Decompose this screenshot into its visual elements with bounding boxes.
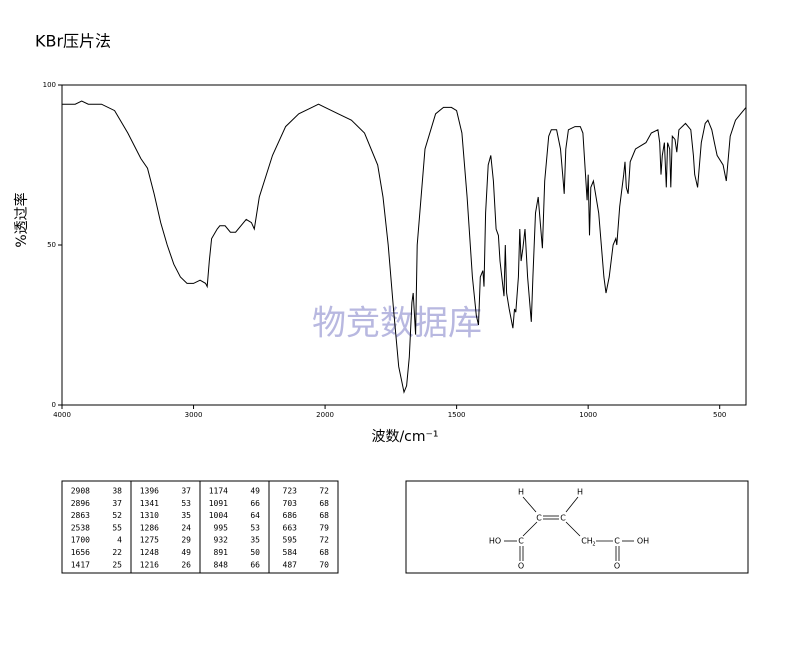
table-cell: 1310	[140, 511, 159, 520]
table-cell: 1396	[140, 487, 159, 496]
table-cell: 995	[214, 523, 229, 532]
x-tick-label: 1500	[448, 411, 466, 419]
table-cell: 1248	[140, 548, 159, 557]
table-cell: 891	[214, 548, 229, 557]
table-cell: 1286	[140, 523, 159, 532]
x-tick-label: 4000	[53, 411, 71, 419]
table-cell: 29	[181, 536, 191, 545]
table-cell: 848	[214, 560, 229, 569]
table-cell: 68	[319, 511, 329, 520]
table-cell: 35	[181, 511, 191, 520]
y-tick-label: 50	[47, 241, 56, 249]
table-cell: 68	[319, 499, 329, 508]
table-cell: 66	[250, 560, 260, 569]
table-cell: 1004	[209, 511, 228, 520]
table-cell: 35	[250, 536, 260, 545]
table-cell: 2908	[71, 487, 90, 496]
table-cell: 1656	[71, 548, 90, 557]
x-tick-label: 500	[713, 411, 726, 419]
x-tick-label: 1000	[579, 411, 597, 419]
table-cell: 1174	[209, 487, 228, 496]
table-cell: 49	[181, 548, 191, 557]
chart-title: KBr压片法	[35, 32, 111, 51]
table-cell: 72	[319, 536, 329, 545]
table-cell: 70	[319, 560, 329, 569]
table-cell: 79	[319, 523, 329, 532]
x-tick-label: 3000	[185, 411, 203, 419]
structure: H H C C HO C O CH 2 C OH O	[405, 480, 749, 574]
table-cell: 2863	[71, 511, 90, 520]
table-cell: 1417	[71, 560, 90, 569]
atom-label: CH	[581, 537, 593, 546]
plot-frame	[61, 84, 747, 406]
table-cell: 55	[112, 523, 122, 532]
table-cell: 663	[283, 523, 298, 532]
table-cell: 53	[181, 499, 191, 508]
atom-label: H	[518, 488, 524, 497]
atom-subscript: 2	[592, 542, 595, 548]
table-cell: 26	[181, 560, 191, 569]
table-cell: 4	[117, 536, 122, 545]
spectrum-line	[62, 100, 747, 394]
table-cell: 66	[250, 499, 260, 508]
atom-label: OH	[637, 537, 649, 546]
atom-label: C	[614, 537, 620, 546]
structure-frame	[405, 480, 749, 574]
table-cell: 1216	[140, 560, 159, 569]
atom-label: O	[518, 562, 524, 571]
table-cell: 1275	[140, 536, 159, 545]
atom-label: C	[536, 514, 542, 523]
table-cell: 595	[283, 536, 298, 545]
table-cell: 686	[283, 511, 298, 520]
table-cell: 37	[112, 499, 122, 508]
atom-label: C	[560, 514, 566, 523]
watermark: 物竞数据库	[312, 304, 482, 344]
table-cell: 24	[181, 523, 191, 532]
table-cell: 487	[283, 560, 298, 569]
y-axis-label: %透过率	[13, 192, 30, 247]
atom-label: H	[577, 488, 583, 497]
atom-label: HO	[489, 537, 501, 546]
peak-table: 2908 38 1396 37 1174 49 723 72 2896 37 1341 53 1091 6…	[61, 480, 339, 574]
table-cell: 25	[112, 560, 122, 569]
bonds	[504, 496, 634, 561]
table-cell: 72	[319, 487, 329, 496]
table-cell: 53	[250, 523, 260, 532]
table-cell: 932	[214, 536, 229, 545]
table-cell: 1341	[140, 499, 159, 508]
table-cell: 68	[319, 548, 329, 557]
atom-label: C	[518, 537, 524, 546]
y-tick-label: 100	[43, 81, 56, 89]
x-axis-label: 波数/cm⁻¹	[371, 429, 438, 445]
table-cell: 38	[112, 487, 122, 496]
table-cell: 2896	[71, 499, 90, 508]
table-cell: 2538	[71, 523, 90, 532]
table-cell: 37	[181, 487, 191, 496]
table-cell: 64	[250, 511, 260, 520]
table-cell: 50	[250, 548, 260, 557]
table-cell: 49	[250, 487, 260, 496]
table-cell: 703	[283, 499, 298, 508]
x-tick-label: 2000	[316, 411, 334, 419]
table-cell: 723	[283, 487, 298, 496]
atom-label: O	[614, 562, 620, 571]
y-tick-label: 0	[52, 401, 56, 409]
table-cell: 584	[283, 548, 298, 557]
table-cell: 1700	[71, 536, 90, 545]
table-cell: 1091	[209, 499, 228, 508]
table-cell: 52	[112, 511, 122, 520]
table-cell: 22	[112, 548, 122, 557]
